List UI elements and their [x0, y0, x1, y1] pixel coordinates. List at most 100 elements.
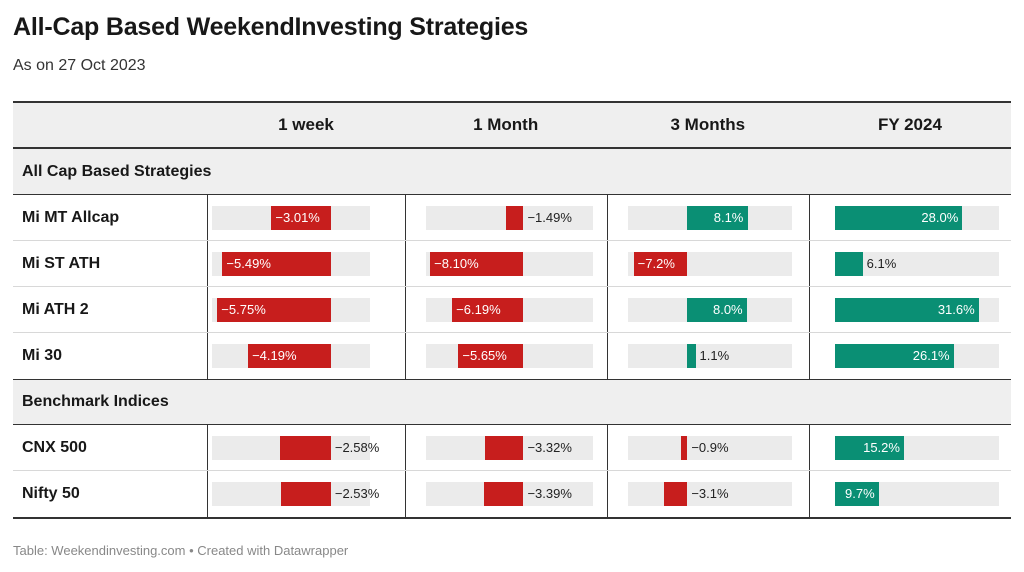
- value-cell: 8.1%: [606, 195, 809, 240]
- value-label: −8.10%: [434, 256, 479, 271]
- bar-track: −3.1%: [627, 482, 792, 506]
- bar-track: −2.58%: [212, 436, 379, 460]
- value-bar: [271, 206, 331, 230]
- value-label: −2.53%: [334, 486, 380, 501]
- table-row: Mi MT Allcap −3.01% −1.49% 8.1% 28.0%: [13, 195, 1011, 241]
- bar-track: 15.2%: [834, 436, 999, 460]
- table-row: CNX 500 −2.58% −3.32% −0.9% 15.2%: [13, 425, 1011, 471]
- group-row: Benchmark Indices: [13, 379, 1011, 425]
- value-label: 26.1%: [912, 348, 950, 363]
- value-bar: [485, 436, 524, 460]
- value-cell: −2.58%: [207, 425, 404, 470]
- value-label: −5.75%: [221, 302, 266, 317]
- value-cell: −3.32%: [404, 425, 607, 470]
- column-header-fy-2024: FY 2024: [877, 115, 942, 134]
- bar-track: −5.65%: [425, 344, 593, 368]
- value-label: −5.49%: [226, 256, 271, 271]
- value-cell: −8.10%: [404, 241, 607, 286]
- value-label: −6.19%: [456, 302, 501, 317]
- value-cell: −1.49%: [404, 195, 607, 240]
- chart-title: All-Cap Based WeekendInvesting Strategie…: [13, 13, 529, 41]
- value-cell: −2.53%: [207, 471, 404, 517]
- value-bar: [680, 436, 688, 460]
- table-header-row: 1 week 1 Month 3 Months FY 2024: [13, 103, 1011, 149]
- bar-track: 6.1%: [834, 252, 999, 276]
- bar-track: 8.0%: [627, 298, 792, 322]
- value-label: −2.58%: [334, 440, 380, 455]
- bar-track: −3.01%: [212, 206, 371, 230]
- table-row: Nifty 50 −2.53% −3.39% −3.1% 9.7%: [13, 471, 1011, 517]
- group-row: All Cap Based Strategies: [13, 149, 1011, 195]
- value-label: 15.2%: [863, 440, 900, 455]
- value-cell: −6.19%: [404, 287, 607, 332]
- value-cell: −0.9%: [606, 425, 809, 470]
- value-bar: [834, 298, 979, 322]
- value-bar: [506, 206, 524, 230]
- bar-track: −3.39%: [425, 482, 593, 506]
- value-cell: 26.1%: [808, 333, 1011, 379]
- bar-track: −2.53%: [212, 482, 379, 506]
- bar-track: −0.9%: [627, 436, 792, 460]
- value-bar: [458, 344, 524, 368]
- bar-track: 1.1%: [627, 344, 792, 368]
- value-label: 9.7%: [845, 486, 875, 501]
- row-label: Mi 30: [22, 347, 63, 364]
- value-cell: −5.75%: [207, 287, 404, 332]
- value-cell: 31.6%: [808, 287, 1011, 332]
- bar-track: −5.49%: [212, 252, 371, 276]
- value-bar: [834, 482, 880, 506]
- chart-footer: Table: Weekendinvesting.com • Created wi…: [13, 543, 349, 558]
- value-label: 8.1%: [713, 210, 744, 225]
- bar-track: −4.19%: [212, 344, 371, 368]
- column-header-1-week: 1 week: [278, 115, 334, 134]
- value-label: 1.1%: [699, 348, 730, 363]
- value-cell: 1.1%: [606, 333, 809, 379]
- bar-track: 31.6%: [834, 298, 999, 322]
- value-cell: −5.49%: [207, 241, 404, 286]
- value-label: −5.65%: [462, 348, 507, 363]
- value-bar: [452, 298, 524, 322]
- value-cell: −7.2%: [606, 241, 809, 286]
- column-header-3-months: 3 Months: [670, 115, 746, 134]
- value-cell: −5.65%: [404, 333, 607, 379]
- value-cell: −4.19%: [207, 333, 404, 379]
- column-header-1-month: 1 Month: [473, 115, 539, 134]
- header-name-cell: [13, 103, 207, 147]
- value-bar: [633, 252, 688, 276]
- value-bar: [687, 344, 696, 368]
- value-bar: [834, 344, 954, 368]
- value-label: 28.0%: [921, 210, 959, 225]
- bar-track: −5.75%: [212, 298, 371, 322]
- chart-subtitle: As on 27 Oct 2023: [13, 57, 146, 74]
- value-label: 6.1%: [866, 256, 897, 271]
- value-label: −7.2%: [637, 256, 675, 271]
- value-bar: [834, 252, 863, 276]
- value-bar: [248, 344, 331, 368]
- group-label: Benchmark Indices: [22, 393, 169, 410]
- bar-track: −7.2%: [627, 252, 792, 276]
- value-cell: 9.7%: [808, 471, 1011, 517]
- value-bar: [687, 206, 748, 230]
- table-row: Mi ATH 2 −5.75% −6.19% 8.0% 31.6%: [13, 287, 1011, 333]
- value-label: 31.6%: [937, 302, 975, 317]
- value-bar: [664, 482, 688, 506]
- value-cell: −3.39%: [404, 471, 607, 517]
- table-row: Mi 30 −4.19% −5.65% 1.1% 26.1%: [13, 333, 1011, 379]
- value-bar: [834, 206, 963, 230]
- row-label: Mi ATH 2: [22, 300, 89, 318]
- value-cell: −3.1%: [606, 471, 809, 517]
- value-label: −3.1%: [691, 486, 729, 501]
- row-label: Mi MT Allcap: [22, 208, 120, 226]
- value-bar: [687, 298, 747, 322]
- value-bar: [280, 482, 331, 506]
- value-bar: [222, 252, 331, 276]
- value-label: −3.39%: [527, 486, 572, 501]
- bar-track: −1.49%: [425, 206, 593, 230]
- value-label: −1.49%: [527, 210, 572, 225]
- bar-track: 9.7%: [834, 482, 999, 506]
- group-label: All Cap Based Strategies: [22, 162, 212, 180]
- bar-track: 8.1%: [627, 206, 792, 230]
- bar-track: −8.10%: [425, 252, 593, 276]
- bar-track: 26.1%: [834, 344, 999, 368]
- value-bar: [834, 436, 905, 460]
